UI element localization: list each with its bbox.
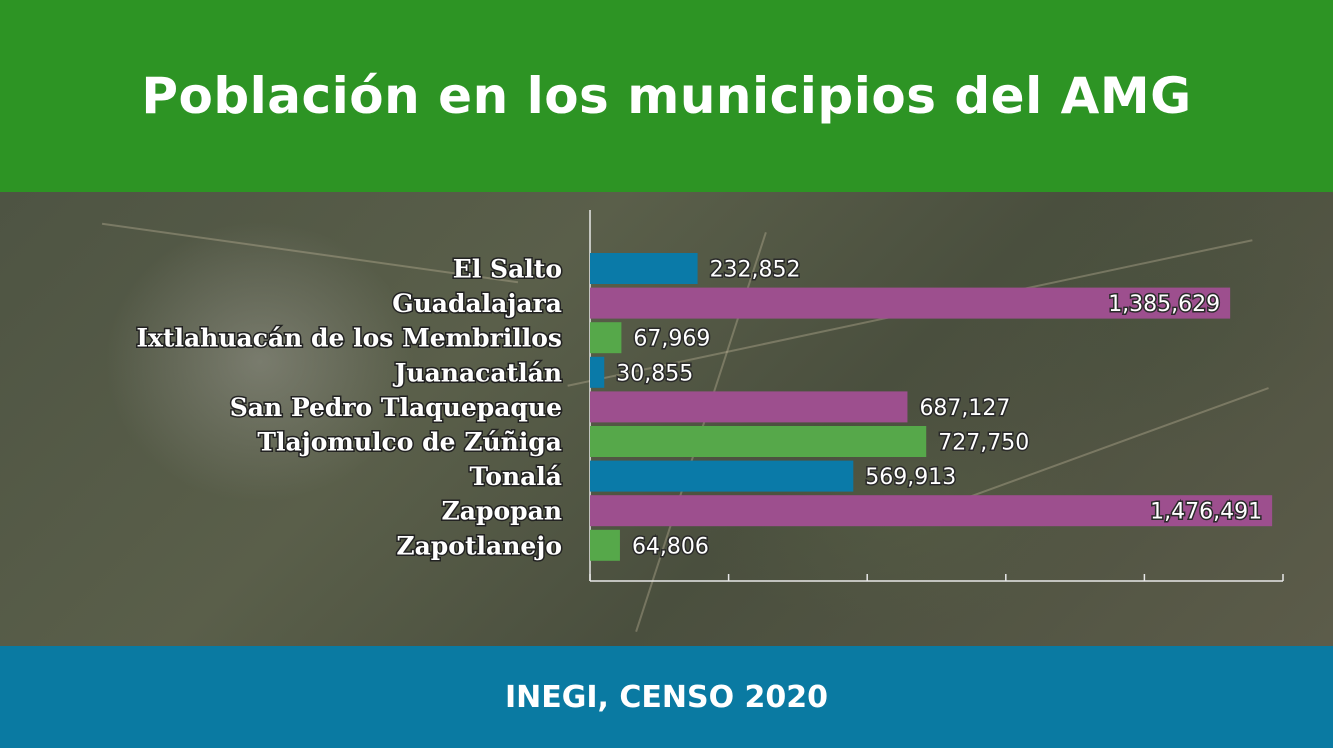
value-label: 1,385,629 — [1108, 292, 1220, 317]
value-label: 1,476,491 — [1150, 500, 1262, 525]
bar — [590, 391, 908, 423]
source-label: INEGI, CENSO 2020 — [504, 679, 829, 715]
bar — [590, 253, 698, 284]
page-title: Población en los municipios del AMG — [141, 67, 1192, 125]
value-label: 569,913 — [865, 465, 956, 490]
category-label: Tlajomulco de Zúñiga — [257, 428, 562, 457]
bar — [590, 529, 620, 561]
category-label: Tonalá — [470, 462, 562, 491]
value-label: 64,806 — [632, 534, 709, 559]
value-label: 232,852 — [710, 258, 801, 283]
footer-banner: INEGI, CENSO 2020 — [0, 646, 1333, 748]
value-label: 30,855 — [616, 361, 693, 386]
bar — [590, 322, 622, 354]
bar — [590, 426, 927, 457]
bar — [590, 356, 605, 388]
category-label: El Salto — [453, 255, 562, 284]
category-label: Zapotlanejo — [396, 531, 562, 560]
category-label: Zapopan — [442, 497, 562, 526]
value-label: 727,750 — [938, 431, 1029, 456]
category-label: Juanacatlán — [393, 358, 562, 387]
category-label: Guadalajara — [392, 289, 562, 318]
bar — [590, 460, 854, 492]
value-label: 67,969 — [633, 327, 710, 352]
category-label: Ixtlahuacán de los Membrillos — [136, 324, 562, 353]
bar — [590, 495, 1273, 527]
bar — [590, 287, 1231, 319]
header-banner: Población en los municipios del AMG — [0, 0, 1333, 192]
value-label: 687,127 — [919, 396, 1010, 421]
category-label: San Pedro Tlaquepaque — [230, 393, 562, 422]
